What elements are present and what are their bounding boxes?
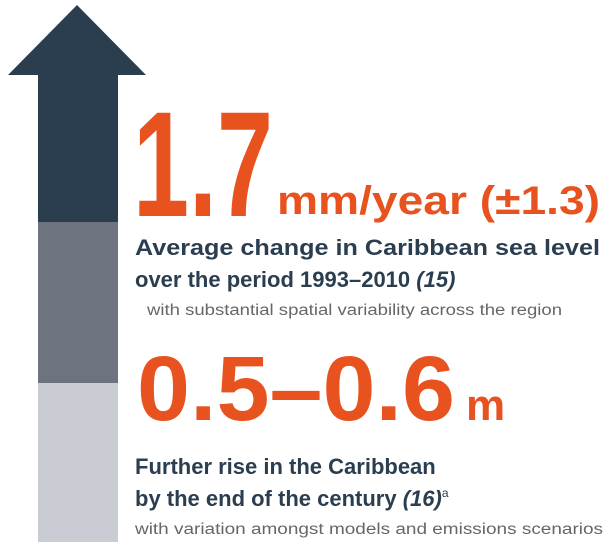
- reference: (15): [416, 267, 455, 292]
- note: with variation amongst models and emissi…: [134, 521, 604, 538]
- arrow-shaft-top: [38, 74, 118, 223]
- footnote-marker: a: [442, 486, 449, 500]
- reference: (16): [403, 486, 442, 511]
- arrow-shaft-middle: [38, 222, 118, 383]
- stat-value: 0.5–0.6: [137, 338, 455, 440]
- heading: over the period 1993–2010 (15): [135, 267, 455, 292]
- heading-text: over the period 1993–2010: [135, 267, 410, 292]
- arrow-head: [8, 5, 146, 75]
- stat-value: 1.7: [133, 80, 273, 248]
- stat-unit: mm/year (±1.3): [277, 179, 600, 223]
- heading: by the end of the century (16)a: [135, 486, 449, 511]
- arrow-shaft-bottom: [38, 383, 118, 542]
- stat-unit: m: [466, 381, 505, 430]
- note: with substantial spatial variability acr…: [146, 302, 562, 319]
- heading-text: by the end of the century: [135, 486, 397, 511]
- heading: Average change in Caribbean sea level: [135, 235, 600, 260]
- heading: Further rise in the Caribbean: [135, 454, 436, 479]
